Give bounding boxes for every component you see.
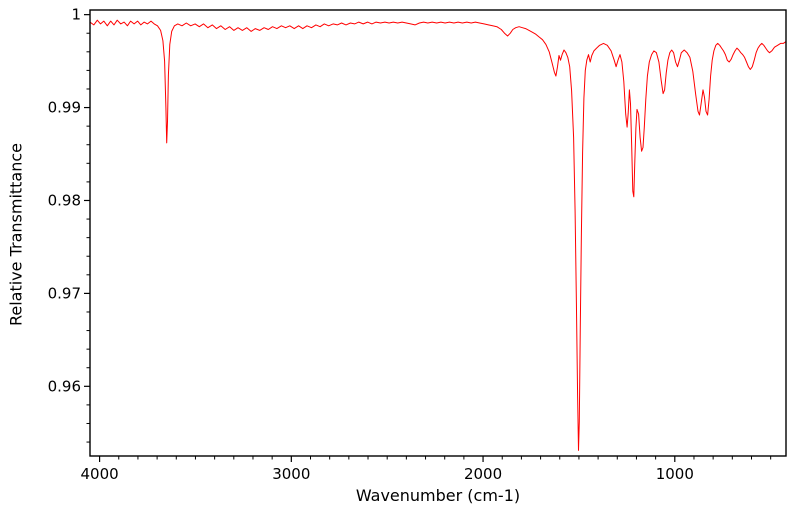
svg-text:3000: 3000 [272,465,310,483]
x-axis-ticks [98,456,676,462]
y-axis-ticks [84,14,90,387]
x-tick-labels: 4000 3000 2000 1000 [80,465,693,483]
y-axis-title: Relative Transmittance [6,142,26,327]
svg-text:4000: 4000 [80,465,118,483]
svg-text:1000: 1000 [656,465,694,483]
svg-text:1: 1 [71,6,81,24]
svg-text:0.99: 0.99 [48,99,81,117]
svg-text:0.96: 0.96 [48,377,81,395]
x-axis-title: Wavenumber (cm-1) [355,486,521,505]
svg-text:0.98: 0.98 [48,191,81,209]
spectrum-line [90,19,786,451]
y-tick-labels: 0.96 0.97 0.98 0.99 1 [48,6,81,396]
svg-text:0.97: 0.97 [48,284,81,302]
plot-frame [89,9,787,457]
svg-text:2000: 2000 [464,465,502,483]
